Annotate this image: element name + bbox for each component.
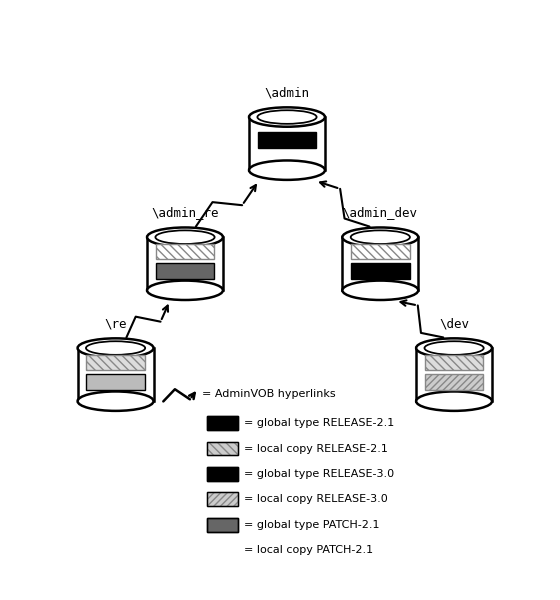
Text: \admin_re: \admin_re xyxy=(151,206,219,219)
Bar xyxy=(207,467,238,481)
Ellipse shape xyxy=(416,391,492,411)
Bar xyxy=(86,374,145,389)
Bar xyxy=(207,493,238,506)
Bar xyxy=(351,263,409,279)
Bar xyxy=(425,374,483,389)
Bar xyxy=(78,348,153,401)
Bar xyxy=(207,416,238,430)
Bar xyxy=(86,355,145,370)
Bar xyxy=(207,416,238,430)
Text: \admin: \admin xyxy=(264,86,310,99)
Bar xyxy=(207,518,238,532)
Text: \admin_dev: \admin_dev xyxy=(343,206,418,219)
Ellipse shape xyxy=(342,281,418,300)
Bar xyxy=(207,543,238,557)
Text: = global type PATCH-2.1: = global type PATCH-2.1 xyxy=(245,520,380,530)
Bar xyxy=(207,442,238,455)
Text: \dev: \dev xyxy=(439,317,469,330)
Ellipse shape xyxy=(416,338,492,358)
Bar xyxy=(258,132,316,148)
Ellipse shape xyxy=(249,160,325,180)
Bar xyxy=(207,442,238,455)
Ellipse shape xyxy=(147,227,223,247)
Text: = global type RELEASE-3.0: = global type RELEASE-3.0 xyxy=(245,469,395,479)
Text: = local copy RELEASE-2.1: = local copy RELEASE-2.1 xyxy=(245,443,388,454)
Bar xyxy=(249,117,325,170)
Ellipse shape xyxy=(249,107,325,127)
Ellipse shape xyxy=(78,391,153,411)
Text: = local copy PATCH-2.1: = local copy PATCH-2.1 xyxy=(245,545,374,555)
Bar xyxy=(425,355,483,370)
Bar xyxy=(342,237,418,290)
Ellipse shape xyxy=(342,227,418,247)
Text: \re: \re xyxy=(104,317,127,330)
Bar xyxy=(207,543,238,557)
Ellipse shape xyxy=(147,281,223,300)
Bar xyxy=(207,493,238,506)
Bar xyxy=(207,518,238,532)
Bar xyxy=(156,263,214,279)
Bar xyxy=(147,237,223,290)
Bar xyxy=(351,244,409,259)
Ellipse shape xyxy=(78,338,153,358)
Bar xyxy=(207,467,238,481)
Bar xyxy=(416,348,492,401)
Bar xyxy=(156,244,214,259)
Text: = AdminVOB hyperlinks: = AdminVOB hyperlinks xyxy=(202,389,336,398)
Text: = local copy RELEASE-3.0: = local copy RELEASE-3.0 xyxy=(245,494,388,505)
Text: = global type RELEASE-2.1: = global type RELEASE-2.1 xyxy=(245,418,395,428)
